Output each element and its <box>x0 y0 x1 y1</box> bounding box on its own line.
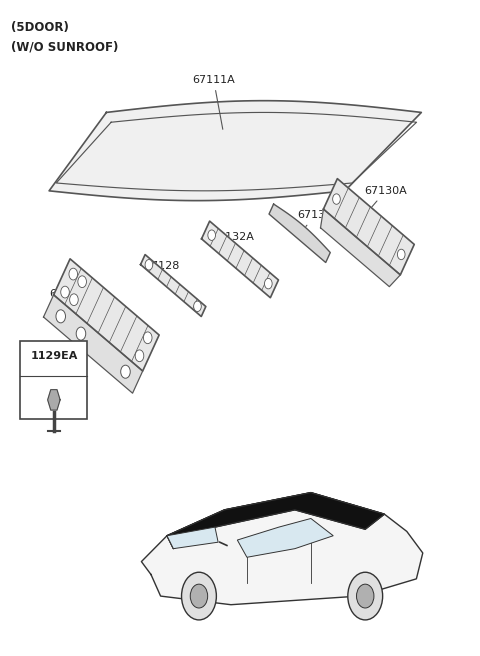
Text: (5DOOR): (5DOOR) <box>11 21 69 34</box>
Polygon shape <box>54 259 159 371</box>
Polygon shape <box>324 178 414 275</box>
Polygon shape <box>141 255 206 316</box>
Circle shape <box>144 332 152 344</box>
Circle shape <box>135 350 144 361</box>
Polygon shape <box>237 518 333 558</box>
Circle shape <box>208 230 216 240</box>
Circle shape <box>348 572 383 620</box>
Polygon shape <box>142 493 423 605</box>
Polygon shape <box>167 527 218 548</box>
Circle shape <box>120 365 130 379</box>
Circle shape <box>190 584 208 608</box>
Circle shape <box>56 310 65 323</box>
Text: 67136: 67136 <box>297 211 332 229</box>
Circle shape <box>181 572 216 620</box>
Polygon shape <box>321 209 400 287</box>
Circle shape <box>145 260 153 270</box>
Text: 67111A: 67111A <box>192 75 235 129</box>
Circle shape <box>397 249 405 260</box>
Polygon shape <box>167 493 384 548</box>
Circle shape <box>357 584 374 608</box>
FancyBboxPatch shape <box>21 341 87 419</box>
Circle shape <box>193 301 201 312</box>
Circle shape <box>70 294 78 306</box>
Text: 67310A: 67310A <box>49 289 99 310</box>
Polygon shape <box>48 390 60 410</box>
Polygon shape <box>269 204 330 262</box>
Text: 67130A: 67130A <box>364 186 407 209</box>
Text: 67128: 67128 <box>144 261 180 281</box>
Text: 1129EA: 1129EA <box>30 351 78 361</box>
Circle shape <box>61 286 69 298</box>
Polygon shape <box>44 295 143 393</box>
Circle shape <box>69 268 78 280</box>
Polygon shape <box>202 221 278 298</box>
Circle shape <box>264 278 272 289</box>
Circle shape <box>333 194 340 204</box>
Text: (W/O SUNROOF): (W/O SUNROOF) <box>11 41 118 54</box>
Text: 67132A: 67132A <box>211 232 254 254</box>
Circle shape <box>76 327 86 340</box>
Polygon shape <box>49 100 421 201</box>
Circle shape <box>78 276 86 287</box>
